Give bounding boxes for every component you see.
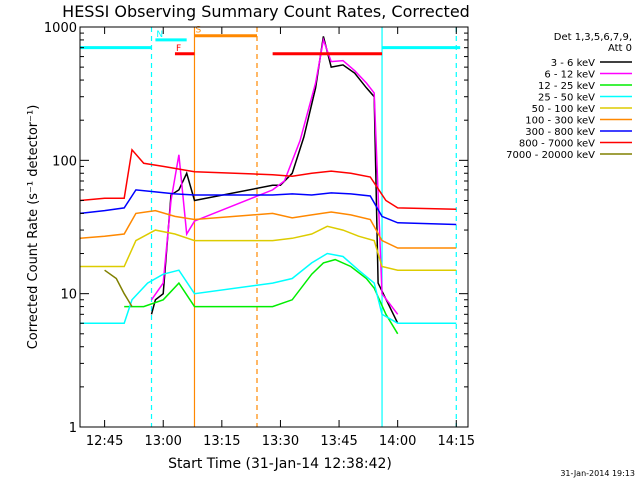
y-tick-label: 1 xyxy=(69,421,77,436)
x-tick-label: 13:45 xyxy=(320,434,357,449)
legend-entry-label: 3 - 6 keV xyxy=(551,58,595,69)
data-series-line xyxy=(80,252,457,324)
legend-entry-label: 50 - 100 keV xyxy=(532,104,596,115)
flag-label: F xyxy=(176,44,181,54)
x-tick-label: 12:45 xyxy=(86,434,123,449)
y-tick-label: 1000 xyxy=(44,21,77,36)
flag-label: S xyxy=(195,26,201,36)
legend-entry-label: 7000 - 20000 keV xyxy=(506,150,595,161)
legend-entry-label: 800 - 7000 keV xyxy=(519,139,595,150)
data-series-line xyxy=(124,258,399,335)
x-tick-label: 13:15 xyxy=(203,434,240,449)
data-series-line xyxy=(104,269,133,307)
x-tick-label: 13:00 xyxy=(144,434,181,449)
legend-entry-label: 100 - 300 keV xyxy=(525,116,595,127)
x-tick-label: 14:15 xyxy=(438,434,475,449)
data-series-line xyxy=(150,37,399,315)
timestamp: 31-Jan-2014 19:13 xyxy=(560,469,635,478)
flag-label: N xyxy=(156,30,163,40)
data-series-line xyxy=(80,225,457,271)
data-series-line xyxy=(79,148,457,210)
data-series-line xyxy=(79,189,457,226)
x-tick-label: 14:00 xyxy=(379,434,416,449)
data-series-line xyxy=(79,209,457,249)
legend-header: Det 1,3,5,6,7,9, xyxy=(554,32,632,43)
plot-area: N F S xyxy=(79,26,461,427)
chart-title: HESSI Observing Summary Count Rates, Cor… xyxy=(62,2,470,21)
axes: 12:45 13:00 13:15 13:30 13:45 14:00 14:15 1 10 10… xyxy=(44,21,475,449)
legend-entry-label: 6 - 12 keV xyxy=(544,70,595,81)
legend-entry-label: 12 - 25 keV xyxy=(538,81,595,92)
plot-frame xyxy=(79,26,469,428)
y-tick-label: 100 xyxy=(52,154,77,169)
legend-header: Att 0 xyxy=(608,43,632,54)
y-tick-label: 10 xyxy=(60,288,77,303)
x-tick-label: 13:30 xyxy=(262,434,299,449)
data-series-line xyxy=(150,36,399,324)
y-axis-label: Corrected Count Rate (s⁻¹ detector⁻¹) xyxy=(26,105,41,350)
legend-entry-label: 300 - 800 keV xyxy=(525,127,595,138)
x-axis-label: Start Time (31-Jan-14 12:38:42) xyxy=(168,456,392,472)
legend-entry-label: 25 - 50 keV xyxy=(538,93,595,104)
